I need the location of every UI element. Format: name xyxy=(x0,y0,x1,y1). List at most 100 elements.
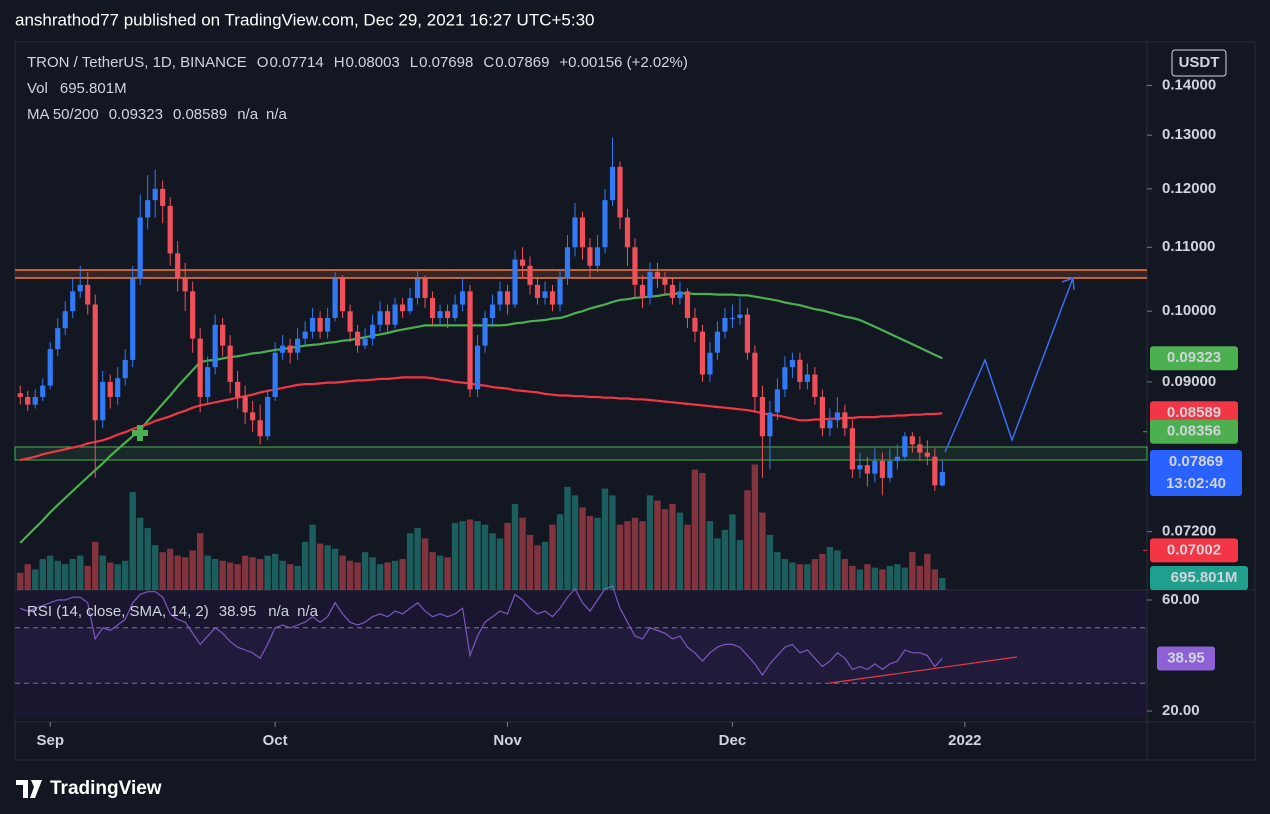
candle-body xyxy=(587,247,593,266)
volume-bar xyxy=(489,533,496,590)
candle-body xyxy=(459,291,466,305)
volume-bar xyxy=(624,521,631,590)
candle-body xyxy=(669,284,676,298)
candle-body xyxy=(557,278,563,305)
volume-bar xyxy=(122,560,129,590)
last-price-box xyxy=(1150,450,1242,497)
candle-body xyxy=(437,311,443,318)
ma-price-label-box xyxy=(1150,401,1238,426)
candle-body xyxy=(894,456,900,461)
candle-body xyxy=(137,217,143,279)
candle-body xyxy=(152,188,158,201)
volume-bar xyxy=(669,504,676,590)
ma-price-label: 0.09323 xyxy=(1167,349,1221,366)
volume-bar xyxy=(339,555,346,590)
volume-bar xyxy=(886,565,894,590)
volume-bar xyxy=(62,564,69,590)
candle-body xyxy=(399,304,406,312)
x-tick-label: Nov xyxy=(493,732,522,749)
legend-text: 0.08589 xyxy=(173,106,227,123)
volume-bar xyxy=(901,567,909,590)
candle-body xyxy=(452,304,458,318)
candle-body xyxy=(909,436,915,445)
candle-body xyxy=(684,291,691,318)
candle-body xyxy=(197,338,203,397)
candle-body xyxy=(639,284,646,298)
volume-bar xyxy=(32,569,39,590)
volume-bar xyxy=(586,516,594,590)
candle-body xyxy=(699,331,706,375)
candle-body xyxy=(864,465,870,474)
candle-body xyxy=(467,291,473,390)
candle-body xyxy=(295,338,301,353)
volume-bar xyxy=(789,562,796,590)
candle-body xyxy=(167,205,173,254)
volume-bar xyxy=(639,521,646,590)
candle-body xyxy=(782,367,788,390)
footer: TradingView xyxy=(16,778,162,799)
candle-body xyxy=(489,304,496,318)
candle-body xyxy=(932,456,938,486)
volume-bar xyxy=(256,559,264,590)
volume-bar xyxy=(129,491,136,590)
rsi-line xyxy=(19,585,943,677)
x-tick-label: Dec xyxy=(719,732,747,749)
volume-bar xyxy=(819,553,826,590)
volume-bar xyxy=(189,550,196,590)
candle-body xyxy=(902,436,908,457)
candle-body xyxy=(160,188,166,206)
candle-body xyxy=(377,311,383,325)
legend-text: n/a xyxy=(266,106,288,123)
volume-bar xyxy=(309,524,316,590)
volume-bar xyxy=(594,517,601,590)
volume-bar xyxy=(151,545,159,590)
candle-body xyxy=(579,217,586,248)
volume-bar xyxy=(181,557,189,590)
volume-bar xyxy=(526,534,534,590)
volume-bar xyxy=(571,495,579,590)
x-tick-label: 2022 xyxy=(948,732,981,749)
volume-bar xyxy=(241,555,249,590)
volume-bar xyxy=(481,524,489,590)
candle-body xyxy=(519,259,526,266)
volume-bar xyxy=(414,528,421,590)
candle-body xyxy=(32,396,38,405)
candle-body xyxy=(257,420,263,437)
moving-average xyxy=(19,292,943,544)
volume-bar xyxy=(751,464,759,590)
candle-body xyxy=(872,460,878,474)
volume-bar xyxy=(99,555,106,590)
candle-body xyxy=(647,272,653,298)
candle-body xyxy=(55,328,61,350)
legend-text: L xyxy=(410,54,418,71)
volume-bar xyxy=(721,529,729,590)
candle-body xyxy=(265,396,271,437)
candle-body xyxy=(77,284,83,292)
volume-bar xyxy=(496,538,504,590)
volume-bar xyxy=(631,517,639,590)
candle-body xyxy=(182,278,188,292)
volume-bar xyxy=(219,560,226,590)
volume-bar xyxy=(286,564,294,590)
volume-bar xyxy=(144,528,151,590)
candle-body xyxy=(422,278,428,298)
candle-body xyxy=(310,317,316,332)
candle-body xyxy=(407,297,413,312)
legend-text: +0.00156 (+2.02%) xyxy=(559,54,687,71)
volume-bar xyxy=(646,495,654,590)
y-tick-label: 0.09000 xyxy=(1162,373,1216,390)
rsi-tick-label: 60.00 xyxy=(1162,591,1200,608)
candle-body xyxy=(617,166,623,218)
volume-bar xyxy=(706,521,714,590)
candle-body xyxy=(819,396,825,429)
candle-body xyxy=(752,352,758,397)
candle-body xyxy=(62,311,68,329)
legend-text: 0.09323 xyxy=(109,106,163,123)
volume-bar xyxy=(136,517,144,590)
volume-bar xyxy=(459,521,466,590)
volume-bar xyxy=(204,555,211,590)
legend-text: 0.08003 xyxy=(346,54,400,71)
candle-body xyxy=(70,291,76,312)
candle-body xyxy=(17,393,23,397)
